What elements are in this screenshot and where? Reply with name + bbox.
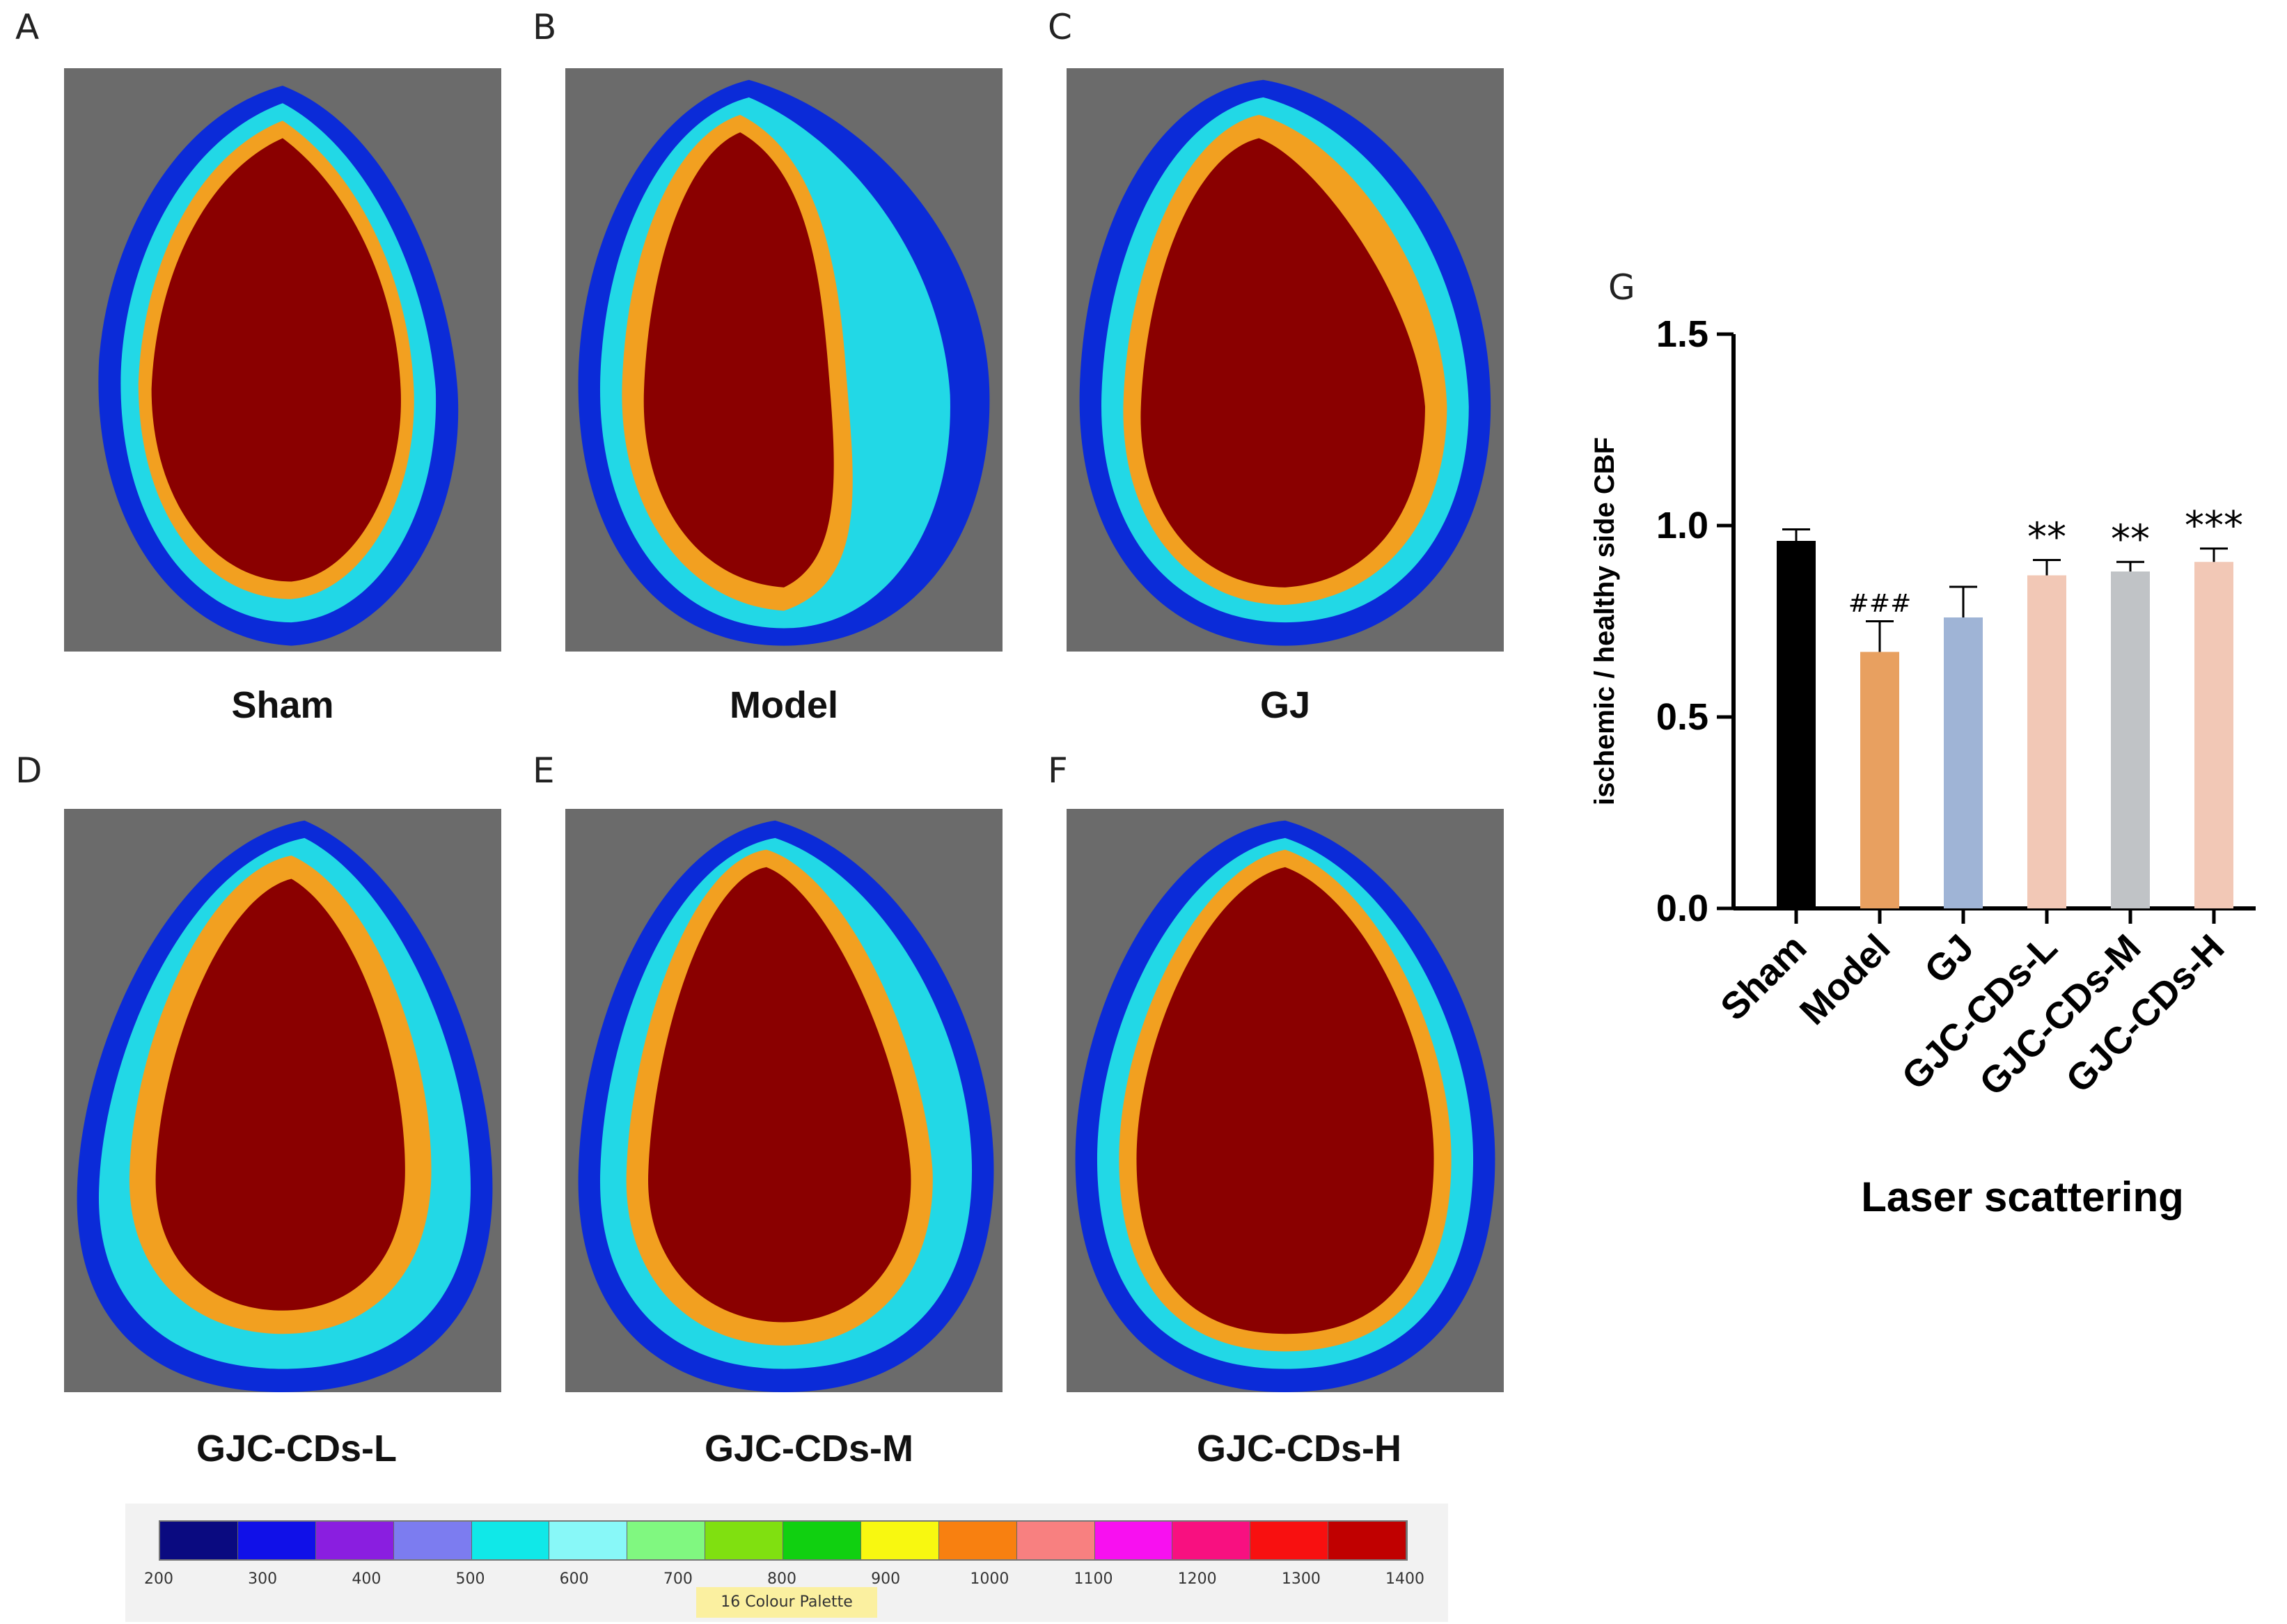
bar [2027,575,2066,908]
chart-g: G 0.0 0.5 1.0 1.5 ischemic / healthy side CBF… [1559,251,2287,1267]
y-axis-label: ischemic / healthy side CBF [1589,437,1620,805]
palette-swatch [237,1522,316,1559]
x-tick-label: Sham [1713,927,1814,1028]
palette-swatch [471,1522,550,1559]
scan-image-gjc-cds-l [64,809,501,1392]
palette-swatch [549,1522,628,1559]
bar-chart: G 0.0 0.5 1.0 1.5 ischemic / healthy side CBF… [1589,267,2256,1220]
significance-label: *** [2185,503,2243,549]
panel-caption-gjc-cds-h: GJC-CDs-H [1196,1428,1402,1469]
x-tick-label: Model [1792,927,1899,1033]
palette-tick-label: 1300 [1281,1570,1321,1588]
palette-tick-label: 400 [352,1570,382,1588]
panel-letter-f: F [1048,750,1068,791]
palette-tick-label: 600 [559,1570,589,1588]
palette-tick-label: 1100 [1074,1570,1113,1588]
panel-letter-a: A [15,7,40,47]
panel-caption-gjc-cds-l: GJC-CDs-L [196,1428,397,1469]
palette-swatch [627,1522,706,1559]
scan-image-sham [64,68,501,652]
bar [1944,617,1983,908]
palette-swatch [1016,1522,1095,1559]
x-tick-label: GJ [1917,927,1981,991]
scan-image-gjc-cds-h [1067,809,1504,1392]
bar [1777,541,1816,908]
palette-tick-label: 900 [871,1570,901,1588]
palette-swatch [160,1522,238,1559]
scan-image-gjc-cds-m [565,809,1003,1392]
panel-letter-c: C [1048,7,1072,47]
significance-label: ** [2027,515,2066,560]
palette-tick-label: 1400 [1385,1570,1424,1588]
palette-name: 16 Colour Palette [696,1587,877,1618]
palette-tick-label: 500 [455,1570,485,1588]
palette-tick-label: 700 [663,1570,693,1588]
panel-letter-b: B [533,7,557,47]
palette-swatch [783,1522,861,1559]
y-tick-label: 0.0 [1656,888,1708,929]
panel-caption-model: Model [730,684,838,726]
palette-tick-label: 800 [767,1570,796,1588]
palette-swatch [705,1522,783,1559]
palette-swatch [1172,1522,1251,1559]
palette-swatch [860,1522,939,1559]
y-tick-label: 1.5 [1656,313,1708,355]
colour-palette-legend: 200 300 400 500 600 700 800 900 1000 1100 1200 1300… [125,1504,1448,1622]
panel-letter-d: D [15,750,42,791]
bar [2111,571,2150,908]
panel-caption-gj: GJ [1259,684,1311,726]
palette-swatch [393,1522,472,1559]
bar [1860,652,1899,908]
panel-caption-sham: Sham [231,684,334,726]
scan-image-gj [1067,68,1504,652]
palette-swatch [938,1522,1017,1559]
y-tick-label: 0.5 [1656,696,1708,738]
significance-label: ** [2111,517,2150,562]
palette-bar [159,1520,1408,1561]
palette-swatch [1094,1522,1173,1559]
palette-swatch [315,1522,394,1559]
palette-swatch [1250,1522,1329,1559]
palette-tick-label: 200 [144,1570,173,1588]
palette-tick-label: 1200 [1177,1570,1217,1588]
palette-tick-label: 300 [248,1570,278,1588]
panel-letter-e: E [533,750,555,791]
panel-letter-g: G [1608,267,1635,308]
palette-tick-label: 1000 [970,1570,1009,1588]
significance-label: ### [1848,590,1912,618]
bar [2194,562,2233,908]
scan-image-model [565,68,1003,652]
x-axis-label: Laser scattering [1861,1174,2184,1220]
panel-caption-gjc-cds-m: GJC-CDs-M [704,1428,913,1469]
y-tick-label: 1.0 [1656,505,1708,546]
palette-swatch [1328,1522,1406,1559]
